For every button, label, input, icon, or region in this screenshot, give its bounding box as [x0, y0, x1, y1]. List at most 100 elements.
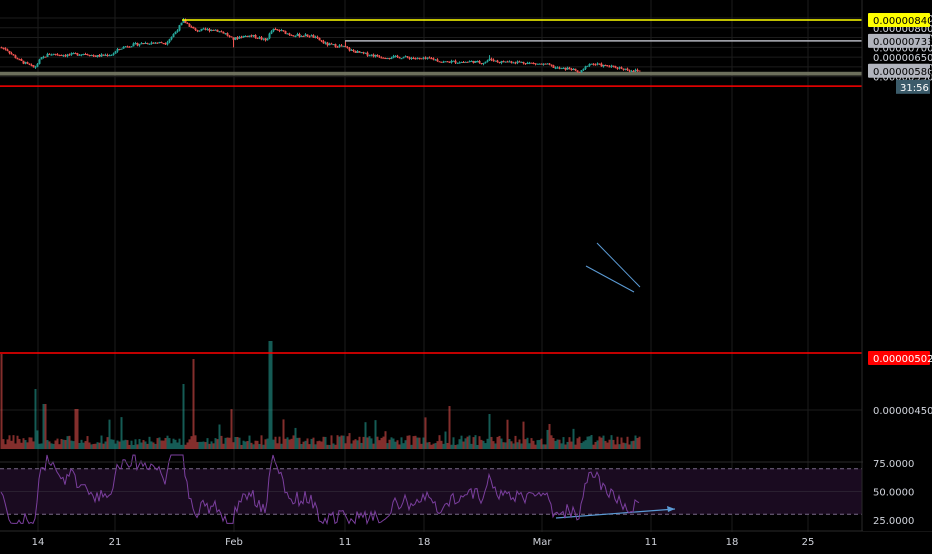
- candle-body[interactable]: [62, 55, 65, 57]
- candle-body[interactable]: [290, 34, 293, 36]
- candle-body[interactable]: [328, 43, 331, 46]
- candle-body[interactable]: [410, 57, 413, 59]
- candle-body[interactable]: [0, 47, 3, 49]
- candle-body[interactable]: [316, 36, 319, 38]
- candle-body[interactable]: [382, 57, 385, 59]
- candle-body[interactable]: [22, 60, 25, 64]
- candle-body[interactable]: [574, 68, 577, 71]
- candle-body[interactable]: [580, 70, 583, 73]
- candle-body[interactable]: [572, 68, 575, 71]
- candle-body[interactable]: [36, 63, 39, 67]
- candle-body[interactable]: [308, 36, 311, 38]
- candle-body[interactable]: [162, 43, 165, 45]
- candle-body[interactable]: [270, 31, 273, 34]
- candle-body[interactable]: [624, 68, 627, 70]
- candle-body[interactable]: [170, 36, 173, 40]
- candle-body[interactable]: [298, 33, 301, 37]
- candle-body[interactable]: [200, 28, 203, 31]
- candle-body[interactable]: [578, 71, 581, 73]
- candle-body[interactable]: [524, 63, 527, 65]
- candle-body[interactable]: [322, 41, 325, 44]
- candle-body[interactable]: [28, 63, 31, 65]
- candle-body[interactable]: [560, 68, 563, 70]
- candle-body[interactable]: [70, 53, 73, 55]
- candle-body[interactable]: [10, 53, 13, 55]
- candle-body[interactable]: [438, 61, 441, 63]
- candle-body[interactable]: [396, 55, 399, 57]
- candle-body[interactable]: [590, 63, 593, 65]
- candle-body[interactable]: [418, 57, 421, 59]
- candle-body[interactable]: [144, 42, 147, 44]
- candle-body[interactable]: [548, 63, 551, 65]
- candle-body[interactable]: [492, 59, 495, 62]
- candle-body[interactable]: [458, 62, 461, 64]
- price-candles[interactable]: [0, 18, 641, 73]
- candle-body[interactable]: [372, 54, 375, 57]
- candle-body[interactable]: [266, 38, 269, 41]
- candle-body[interactable]: [388, 58, 391, 60]
- candle-body[interactable]: [32, 65, 35, 68]
- candle-body[interactable]: [124, 46, 127, 48]
- candle-body[interactable]: [588, 64, 591, 66]
- candle-body[interactable]: [540, 63, 543, 65]
- candle-body[interactable]: [422, 57, 425, 59]
- candle-body[interactable]: [212, 29, 215, 31]
- candle-body[interactable]: [450, 60, 453, 63]
- candle-body[interactable]: [86, 54, 89, 56]
- candle-body[interactable]: [356, 51, 359, 53]
- candle-body[interactable]: [500, 61, 503, 63]
- candle-body[interactable]: [182, 19, 185, 23]
- candle-body[interactable]: [196, 30, 199, 32]
- candle-body[interactable]: [448, 61, 451, 63]
- candle-body[interactable]: [570, 68, 573, 71]
- candle-body[interactable]: [96, 54, 99, 57]
- candle-body[interactable]: [114, 51, 117, 54]
- candle-body[interactable]: [378, 56, 381, 58]
- candle-body[interactable]: [454, 60, 457, 63]
- wedge-upper-trendline[interactable]: [596, 242, 641, 288]
- candle-body[interactable]: [260, 37, 263, 40]
- candle-body[interactable]: [194, 28, 197, 31]
- candle-body[interactable]: [72, 53, 75, 55]
- candle-body[interactable]: [82, 54, 85, 56]
- candle-body[interactable]: [282, 30, 285, 32]
- horizontal-lines[interactable]: [0, 19, 862, 354]
- candle-body[interactable]: [616, 67, 619, 69]
- candle-body[interactable]: [634, 69, 637, 72]
- candle-body[interactable]: [542, 63, 545, 65]
- candle-body[interactable]: [102, 54, 105, 56]
- candle-body[interactable]: [238, 36, 241, 39]
- candle-body[interactable]: [220, 31, 223, 33]
- candle-body[interactable]: [522, 61, 525, 64]
- candle-body[interactable]: [262, 38, 265, 40]
- candle-body[interactable]: [402, 57, 405, 59]
- candle-body[interactable]: [424, 57, 427, 59]
- candle-body[interactable]: [50, 54, 53, 56]
- candle-body[interactable]: [592, 63, 595, 65]
- candle-body[interactable]: [312, 35, 315, 38]
- candle-body[interactable]: [80, 54, 83, 56]
- candle-body[interactable]: [368, 55, 371, 57]
- candle-body[interactable]: [374, 54, 377, 57]
- candle-body[interactable]: [376, 54, 379, 57]
- candle-body[interactable]: [334, 44, 337, 47]
- candle-body[interactable]: [204, 28, 207, 30]
- candle-body[interactable]: [518, 61, 521, 63]
- candle-body[interactable]: [256, 37, 259, 39]
- candle-body[interactable]: [272, 28, 275, 32]
- candle-body[interactable]: [584, 66, 587, 69]
- candle-body[interactable]: [346, 47, 349, 49]
- candle-body[interactable]: [56, 54, 59, 56]
- candle-body[interactable]: [638, 70, 641, 72]
- candle-body[interactable]: [330, 43, 333, 45]
- candle-body[interactable]: [198, 30, 201, 32]
- candle-body[interactable]: [632, 70, 635, 72]
- candle-body[interactable]: [604, 64, 607, 66]
- candle-body[interactable]: [628, 70, 631, 72]
- candle-body[interactable]: [190, 26, 193, 28]
- candle-body[interactable]: [310, 35, 313, 37]
- candle-body[interactable]: [186, 23, 189, 25]
- candle-body[interactable]: [14, 55, 17, 59]
- candle-body[interactable]: [538, 63, 541, 65]
- candle-body[interactable]: [446, 61, 449, 63]
